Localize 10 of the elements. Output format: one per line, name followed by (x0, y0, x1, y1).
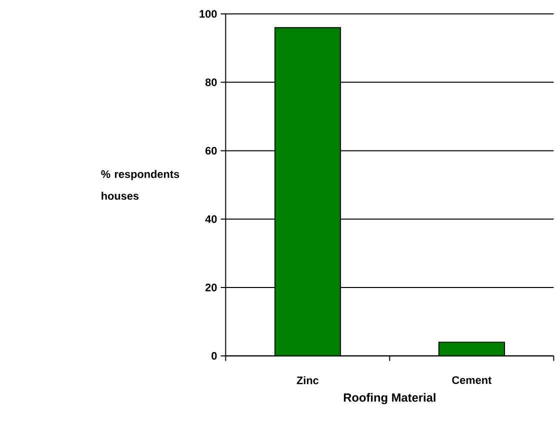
y-tick-label: 40 (205, 215, 217, 223)
y-tick-label: 80 (205, 78, 217, 86)
y-tick-label: 60 (205, 146, 217, 154)
y-tick-label: 20 (205, 283, 217, 292)
y-tick-label: 0 (212, 352, 217, 360)
x-axis-title: Roofing Material (344, 392, 436, 404)
y-axis-title: % respondents houses (101, 170, 180, 200)
x-tick-label: Zinc (296, 376, 319, 384)
x-tick-label: Cement (452, 376, 492, 384)
y-tick-label: 100 (200, 10, 217, 18)
